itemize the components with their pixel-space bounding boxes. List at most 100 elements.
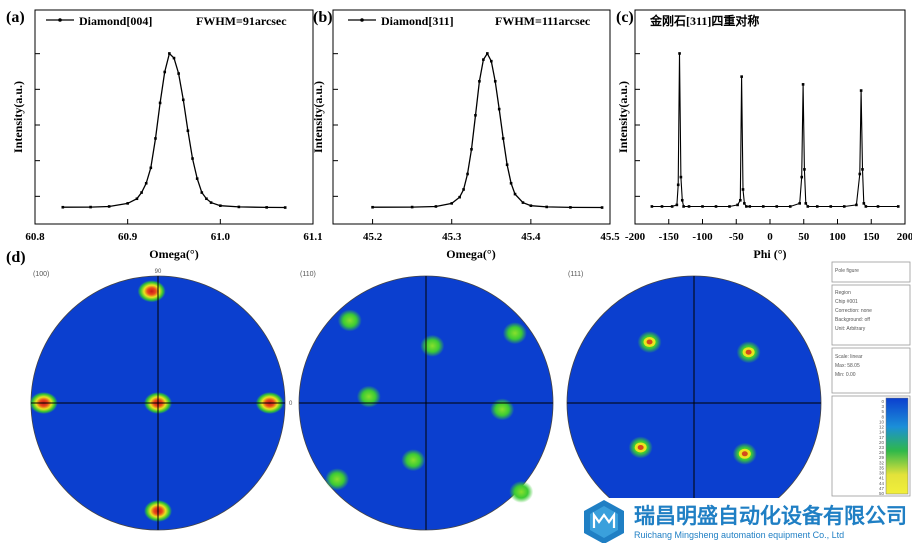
data-point xyxy=(806,205,810,208)
data-point xyxy=(675,203,679,207)
x-tick-label: -200 xyxy=(625,231,646,243)
panel-a-legend-marker xyxy=(58,18,62,22)
data-point xyxy=(829,205,833,208)
x-tick-label: 200 xyxy=(897,231,912,243)
data-point xyxy=(172,56,176,60)
data-point xyxy=(107,205,111,208)
info-line-5: Unit: Arbitrary xyxy=(835,326,866,332)
colorbar-tick-label: 14 xyxy=(879,430,885,435)
info-line-2: Chip #001 xyxy=(835,299,858,305)
data-point xyxy=(410,205,414,209)
data-point xyxy=(775,205,779,208)
data-point xyxy=(200,191,204,194)
data-point xyxy=(195,177,199,180)
data-point xyxy=(470,147,473,151)
data-point xyxy=(864,205,868,208)
x-tick-label: 60.9 xyxy=(118,231,138,243)
panel-b-xlabel: Omega(°) xyxy=(446,247,495,261)
panel-a: (a) Diamond[004] FWHM=91arcsec 60.8 60.9 6… xyxy=(6,9,323,261)
data-point xyxy=(876,205,880,208)
data-point xyxy=(181,98,185,102)
panel-b-y-ticks xyxy=(333,53,338,197)
pole-peak-center xyxy=(637,444,644,450)
info-line-3: Correction: none xyxy=(835,308,872,314)
colorbar-tick-label: 32 xyxy=(879,460,885,465)
colorbar-tick-label: 3 xyxy=(881,404,884,409)
info-line-1: Region xyxy=(835,290,851,296)
pole-peak xyxy=(502,322,527,345)
panel-a-x-ticks: 60.8 60.9 61.0 61.1 xyxy=(25,219,323,243)
data-point xyxy=(650,205,654,208)
pole-peak xyxy=(356,385,381,408)
data-point xyxy=(678,52,681,55)
info-line-4: Background: off xyxy=(835,317,871,323)
panel-c-x-ticks: -200 -150 -100 -50 0 50 100 150 200 xyxy=(625,219,912,243)
colorbar-tick-label: 0 xyxy=(881,399,884,404)
data-point xyxy=(462,188,465,191)
pole-figure-111: (111) xyxy=(566,271,822,531)
data-point xyxy=(670,205,674,208)
data-point xyxy=(482,58,485,61)
data-point xyxy=(545,205,548,209)
data-point xyxy=(434,205,438,208)
data-point xyxy=(126,202,129,205)
pole-peak-center xyxy=(646,339,653,345)
colorbar-tick-label: 17 xyxy=(879,435,885,440)
panel-a-y-ticks xyxy=(35,53,40,197)
info-detail-box xyxy=(831,284,911,346)
data-point xyxy=(158,101,162,105)
data-point xyxy=(89,205,92,209)
x-tick-label: 61.0 xyxy=(211,231,231,243)
data-point xyxy=(748,205,752,208)
data-point xyxy=(743,202,746,205)
data-point xyxy=(761,205,765,208)
panel-c-xlabel: Phi (°) xyxy=(753,247,786,261)
data-point xyxy=(569,206,572,209)
panel-b-points xyxy=(371,52,604,209)
panel-a-ylabel: Intensity(a.u.) xyxy=(11,81,25,153)
data-point xyxy=(739,198,742,202)
panel-b-legend-text: Diamond[311] xyxy=(381,14,454,28)
data-point xyxy=(140,191,143,194)
data-point xyxy=(714,205,718,208)
data-point xyxy=(600,206,604,209)
data-point xyxy=(862,202,866,205)
data-point xyxy=(509,181,513,185)
data-point xyxy=(135,197,139,201)
data-point xyxy=(205,197,208,201)
data-point xyxy=(745,205,748,208)
info-line-7: Max: 58.05 xyxy=(835,363,860,369)
pole-peak xyxy=(509,480,534,503)
panel-a-frame xyxy=(34,9,314,225)
info-scale-box xyxy=(831,347,911,394)
data-point xyxy=(521,201,525,204)
data-point xyxy=(736,203,739,207)
colorbar-tick-label: 10 xyxy=(879,419,885,424)
panel-b-legend-marker xyxy=(360,18,364,22)
pole-figure-100: (100) 90 0 xyxy=(29,269,293,531)
pole-figure-110: (110) xyxy=(298,271,554,531)
company-logo-icon xyxy=(584,500,624,543)
panel-c-series-line xyxy=(651,53,899,208)
data-point xyxy=(163,70,167,74)
data-point xyxy=(680,198,684,202)
data-point xyxy=(186,129,190,133)
x-tick-label: 50 xyxy=(798,231,810,243)
data-point xyxy=(842,205,846,208)
data-point xyxy=(676,183,680,187)
data-point xyxy=(803,168,806,171)
data-point xyxy=(741,188,745,191)
data-point xyxy=(219,204,222,207)
x-tick-label: 0 xyxy=(767,231,773,243)
panel-c: (c) 金刚石[311]四重对称 -200 -150 -100 -50 0 50 100 15… xyxy=(616,9,912,261)
colorbar-tick-label: 8 xyxy=(881,414,884,419)
panel-c-y-ticks xyxy=(635,53,640,197)
colorbar-tick-label: 20 xyxy=(879,440,885,445)
data-point xyxy=(191,157,194,160)
data-point xyxy=(804,202,808,205)
colorbar-tick-label: 5 xyxy=(881,409,884,414)
data-point xyxy=(529,204,533,207)
pole-100-right-axis-label: 0 xyxy=(289,401,293,407)
pole-peak-center xyxy=(741,451,748,457)
